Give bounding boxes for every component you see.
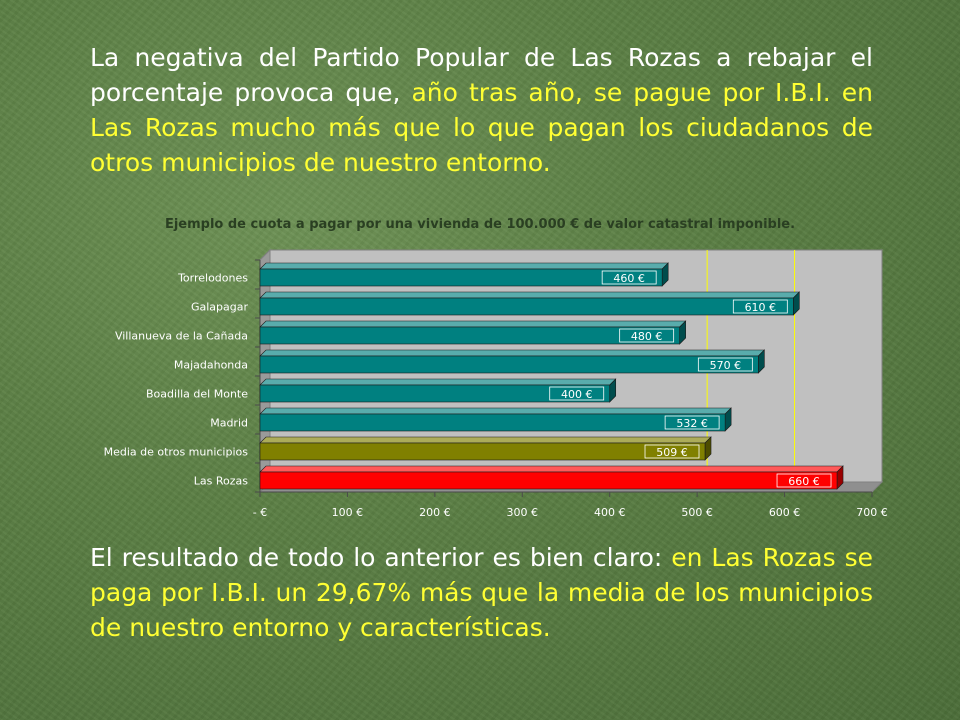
category-label: Las Rozas <box>194 475 248 488</box>
bar-front-face <box>259 442 706 461</box>
intro-paragraph: La negativa del Partido Popular de Las R… <box>90 40 873 180</box>
data-label-box <box>776 473 832 488</box>
data-label: 570 € <box>710 359 742 372</box>
category-label: Media de otros municipios <box>104 446 249 459</box>
data-label-box <box>697 357 753 372</box>
bar-top-face <box>259 407 732 415</box>
bar <box>259 378 617 403</box>
data-label: 532 € <box>676 417 708 430</box>
data-label-box <box>549 386 605 401</box>
bar-front-face <box>259 384 611 403</box>
bar-top-face <box>259 465 844 473</box>
x-tick-label: 300 € <box>507 506 539 519</box>
bar-front-face <box>259 268 663 287</box>
x-tick-label: 100 € <box>332 506 364 519</box>
category-label: Torrelodones <box>177 272 248 285</box>
data-label-box <box>732 299 788 314</box>
data-label-box <box>619 328 675 343</box>
bar-front-face <box>259 326 680 345</box>
x-tick-label: 700 € <box>856 506 888 519</box>
x-tick-label: 400 € <box>594 506 626 519</box>
bar-top-face <box>259 349 766 357</box>
bar <box>259 465 844 490</box>
bar <box>259 436 712 461</box>
bar-top-face <box>259 320 687 328</box>
data-label: 460 € <box>613 272 645 285</box>
x-tick-label: 200 € <box>419 506 451 519</box>
x-tick-label: 500 € <box>681 506 713 519</box>
data-label-box <box>601 270 657 285</box>
bar-top-face <box>259 262 669 270</box>
bar <box>259 407 732 432</box>
data-label: 480 € <box>631 330 663 343</box>
intro-text: La negativa del Partido Popular de Las R… <box>90 43 873 107</box>
category-label: Galapagar <box>191 301 249 314</box>
bar-front-face <box>259 355 759 374</box>
data-label: 660 € <box>788 475 820 488</box>
conclusion-highlight: en Las Rozas se paga por I.B.I. un 29,67… <box>90 543 873 642</box>
bar-front-face <box>259 471 838 490</box>
data-label: 509 € <box>656 446 688 459</box>
category-label: Majadahonda <box>174 359 248 372</box>
data-label-box <box>664 415 720 430</box>
conclusion-text: El resultado de todo lo anterior es bien… <box>90 543 672 572</box>
bar-front-face <box>259 297 794 316</box>
chart-title: Ejemplo de cuota a pagar por una viviend… <box>165 217 795 232</box>
category-label: Madrid <box>210 417 248 430</box>
bar <box>259 320 687 345</box>
intro-highlight: año tras año, se pague por I.B.I. en Las… <box>90 78 873 177</box>
bar <box>259 291 801 316</box>
bar <box>259 349 766 374</box>
data-label: 610 € <box>745 301 777 314</box>
bar-top-face <box>259 436 712 444</box>
conclusion-paragraph: El resultado de todo lo anterior es bien… <box>90 540 873 645</box>
x-tick-label: - € <box>253 506 267 519</box>
bar <box>259 262 669 287</box>
x-tick-label: 600 € <box>769 506 801 519</box>
data-label-box <box>644 444 700 459</box>
bar-front-face <box>259 413 726 432</box>
category-label: Villanueva de la Cañada <box>115 330 248 343</box>
category-label: Boadilla del Monte <box>146 388 248 401</box>
bar-top-face <box>259 378 617 386</box>
data-label: 400 € <box>561 388 593 401</box>
bar-top-face <box>259 291 801 299</box>
